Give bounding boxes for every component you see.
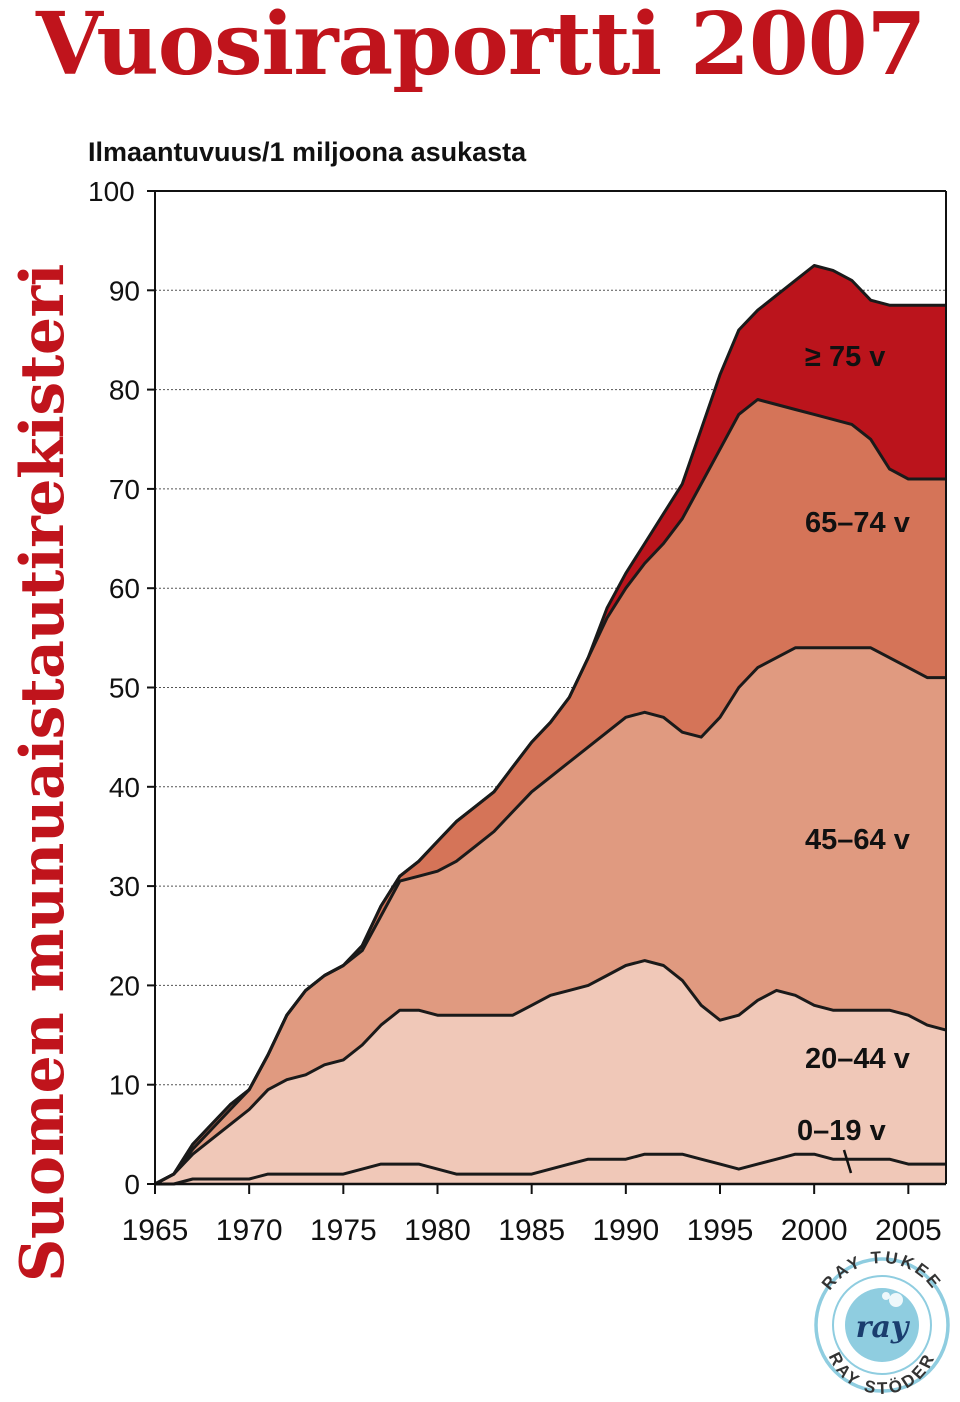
stacked-areas xyxy=(155,265,946,1184)
x-tick-label-1995: 1995 xyxy=(687,1214,754,1247)
series-label-0: ≥ 75 v xyxy=(805,341,885,373)
y-tick-label-30: 30 xyxy=(109,871,140,902)
y-tick-label-10: 10 xyxy=(109,1070,140,1101)
series-borders xyxy=(154,264,947,1186)
y-tick-label-80: 80 xyxy=(109,375,140,406)
series-line-20-44-v xyxy=(154,959,947,1186)
y-tick-label-50: 50 xyxy=(109,673,140,704)
series-labels: ≥ 75 v 65–74 v 45–64 v 20–44 v 0–19 v xyxy=(797,341,910,1147)
series-label-3: 20–44 v xyxy=(805,1043,910,1075)
y-tick-label-90: 90 xyxy=(109,275,140,306)
x-tick-label-1985: 1985 xyxy=(498,1214,565,1247)
y-tick-label-40: 40 xyxy=(109,772,140,803)
logo-bubble-small xyxy=(889,1293,903,1307)
series-label-1: 65–74 v xyxy=(805,507,910,539)
y-axis-label: Ilmaantuvuus/1 miljoona asukasta xyxy=(88,137,527,167)
area-band-20-44-v xyxy=(155,960,946,1184)
y-tick-label-0: 0 xyxy=(124,1169,140,1200)
logo-bubble-tiny xyxy=(882,1292,890,1300)
main-title: Vuosiraportti 2007 xyxy=(36,0,926,95)
y-tick-label-70: 70 xyxy=(109,474,140,505)
series-label-4: 0–19 v xyxy=(797,1115,886,1147)
y-tick-labels: 0 10 20 30 40 50 60 70 80 90 100 xyxy=(88,176,155,1200)
x-tick-label-1965: 1965 xyxy=(122,1214,189,1247)
zero-nineteen-leader-line xyxy=(842,1149,853,1174)
logo-ring-inner xyxy=(832,1275,932,1375)
x-tick-label-2000: 2000 xyxy=(781,1214,848,1247)
series-line-75-v xyxy=(154,264,946,1186)
logo-bubble xyxy=(845,1288,919,1362)
ray-logo: RAY TUKEE RAY STÖDER ray xyxy=(814,1248,950,1398)
y-tick-label-100: 100 xyxy=(88,176,135,207)
x-tick-label-1975: 1975 xyxy=(310,1214,377,1247)
y-tick-label-60: 60 xyxy=(109,573,140,604)
x-tick-label-1970: 1970 xyxy=(216,1214,283,1247)
logo-text-center: ray xyxy=(856,1310,911,1345)
x-tick-labels: 1965 1970 1975 1980 1985 1990 1995 2000 2005 xyxy=(122,1184,942,1247)
x-tick-label-2005: 2005 xyxy=(875,1214,942,1247)
series-line-0-19-v xyxy=(155,1152,946,1186)
y-tick-label-20: 20 xyxy=(109,970,140,1001)
series-label-2: 45–64 v xyxy=(805,824,910,856)
x-tick-label-1980: 1980 xyxy=(404,1214,471,1247)
x-tick-label-1990: 1990 xyxy=(592,1214,659,1247)
